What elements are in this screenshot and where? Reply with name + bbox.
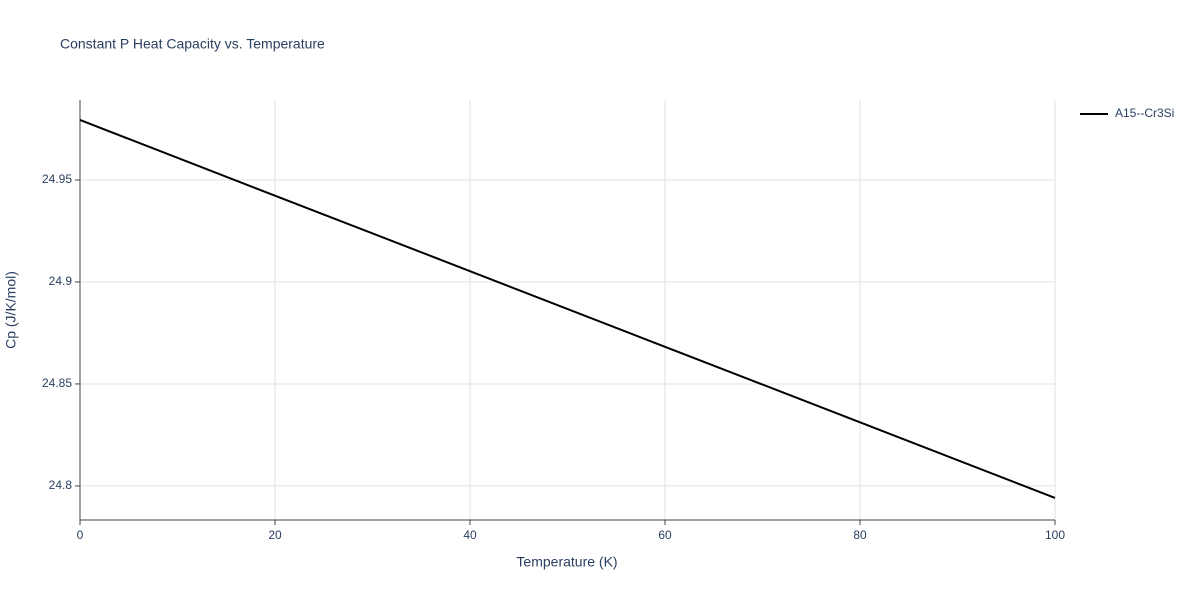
y-tick-label: 24.8 (49, 478, 73, 492)
data-line (79, 119, 1056, 499)
x-tick-label: 0 (77, 528, 84, 542)
x-axis-title: Temperature (K) (516, 554, 617, 570)
y-tick-label: 24.9 (49, 274, 73, 288)
x-tick-label: 100 (1045, 528, 1065, 542)
y-tick-label: 24.95 (42, 172, 72, 186)
legend-label: A15--Cr3Si (1115, 106, 1174, 120)
x-tick-label: 60 (658, 528, 672, 542)
y-axis-title: Cp (J/K/mol) (3, 271, 19, 349)
chart-title: Constant P Heat Capacity vs. Temperature (60, 36, 325, 52)
x-tick-label: 40 (463, 528, 477, 542)
x-tick-label: 20 (268, 528, 282, 542)
x-tick-label: 80 (853, 528, 867, 542)
y-tick-label: 24.85 (42, 376, 72, 390)
